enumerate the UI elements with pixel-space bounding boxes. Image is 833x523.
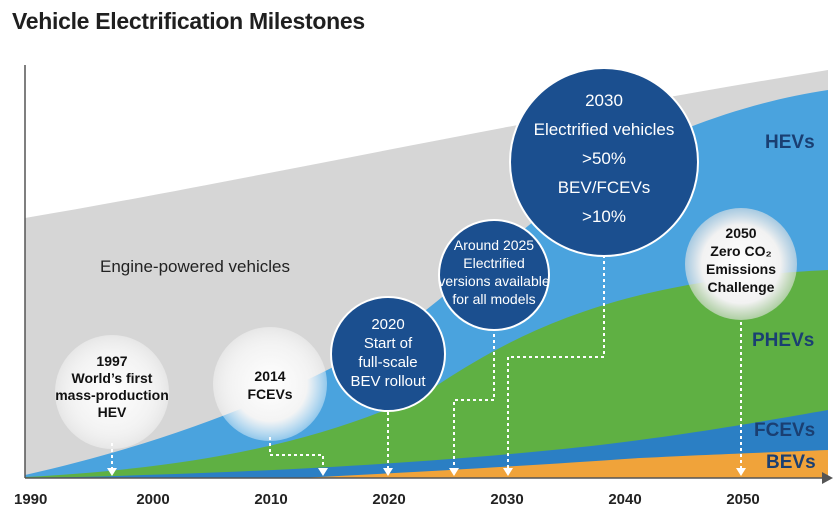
milestone-2030-line: >50% [582, 149, 626, 168]
milestone-2030-line: 2030 [585, 91, 623, 110]
milestone-bubble-1997 [55, 335, 169, 449]
series-label-phevs: PHEVs [752, 330, 814, 351]
series-label-hevs: HEVs [765, 132, 815, 153]
connector-2030 [507, 255, 605, 470]
arrowhead-2020 [383, 468, 393, 476]
milestone-bubble-2030 [509, 67, 699, 257]
milestone-bubble-2014 [213, 327, 327, 441]
milestone-2025-line: Electrified [463, 255, 524, 271]
milestone-bubble-2020 [330, 296, 446, 412]
chart-title: Vehicle Electrification Milestones [12, 8, 365, 34]
arrowhead-2050 [736, 468, 746, 476]
x-tick-label: 2020 [372, 491, 405, 508]
connector-2014 [269, 437, 324, 470]
engine-powered-label: Engine-powered vehicles [100, 257, 290, 276]
milestone-bubble-2025 [438, 219, 550, 331]
x-tick-label: 2010 [254, 491, 287, 508]
milestone-2020-line: BEV rollout [350, 373, 426, 390]
arrowhead-2030 [503, 468, 513, 476]
connector-2025 [453, 322, 495, 470]
milestone-2020-line: 2020 [371, 316, 404, 333]
area-bevs [300, 450, 828, 478]
series-label-fcevs: FCEVs [754, 420, 815, 441]
x-tick-label: 2000 [136, 491, 169, 508]
milestone-1997-line: mass-production [55, 387, 169, 403]
milestone-2030-line: BEV/FCEVs [558, 178, 651, 197]
milestone-2014-line: FCEVs [247, 386, 292, 402]
milestone-bubble-2050 [685, 208, 797, 320]
x-tick-label: 2050 [726, 491, 759, 508]
x-tick-label: 1990 [14, 491, 47, 508]
milestone-2025-line: versions available [438, 273, 549, 289]
series-label-bevs: BEVs [766, 452, 816, 473]
milestone-1997-line: World’s first [72, 370, 153, 386]
area-phevs [25, 270, 828, 478]
milestone-2025-line: Around 2025 [454, 237, 534, 253]
milestone-2030-line: >10% [582, 207, 626, 226]
milestone-2050-line: Zero CO₂ [710, 243, 771, 259]
milestone-2020-line: full-scale [358, 354, 417, 371]
arrowhead-2025 [449, 468, 459, 476]
milestone-1997-line: HEV [98, 404, 127, 420]
x-tick-label: 2030 [490, 491, 523, 508]
arrowhead-1997 [107, 468, 117, 476]
milestone-2050-line: 2050 [725, 225, 756, 241]
milestone-2014-line: 2014 [254, 368, 285, 384]
milestone-2050-line: Challenge [708, 279, 775, 295]
milestone-2050-line: Emissions [706, 261, 776, 277]
milestone-2025-line: for all models [452, 291, 535, 307]
x-axis-arrow [822, 472, 833, 484]
milestone-2020-line: Start of [364, 335, 413, 352]
arrowhead-2014 [318, 468, 328, 476]
milestone-1997-line: 1997 [96, 353, 127, 369]
x-tick-label: 2040 [608, 491, 641, 508]
milestone-2030-line: Electrified vehicles [534, 120, 675, 139]
